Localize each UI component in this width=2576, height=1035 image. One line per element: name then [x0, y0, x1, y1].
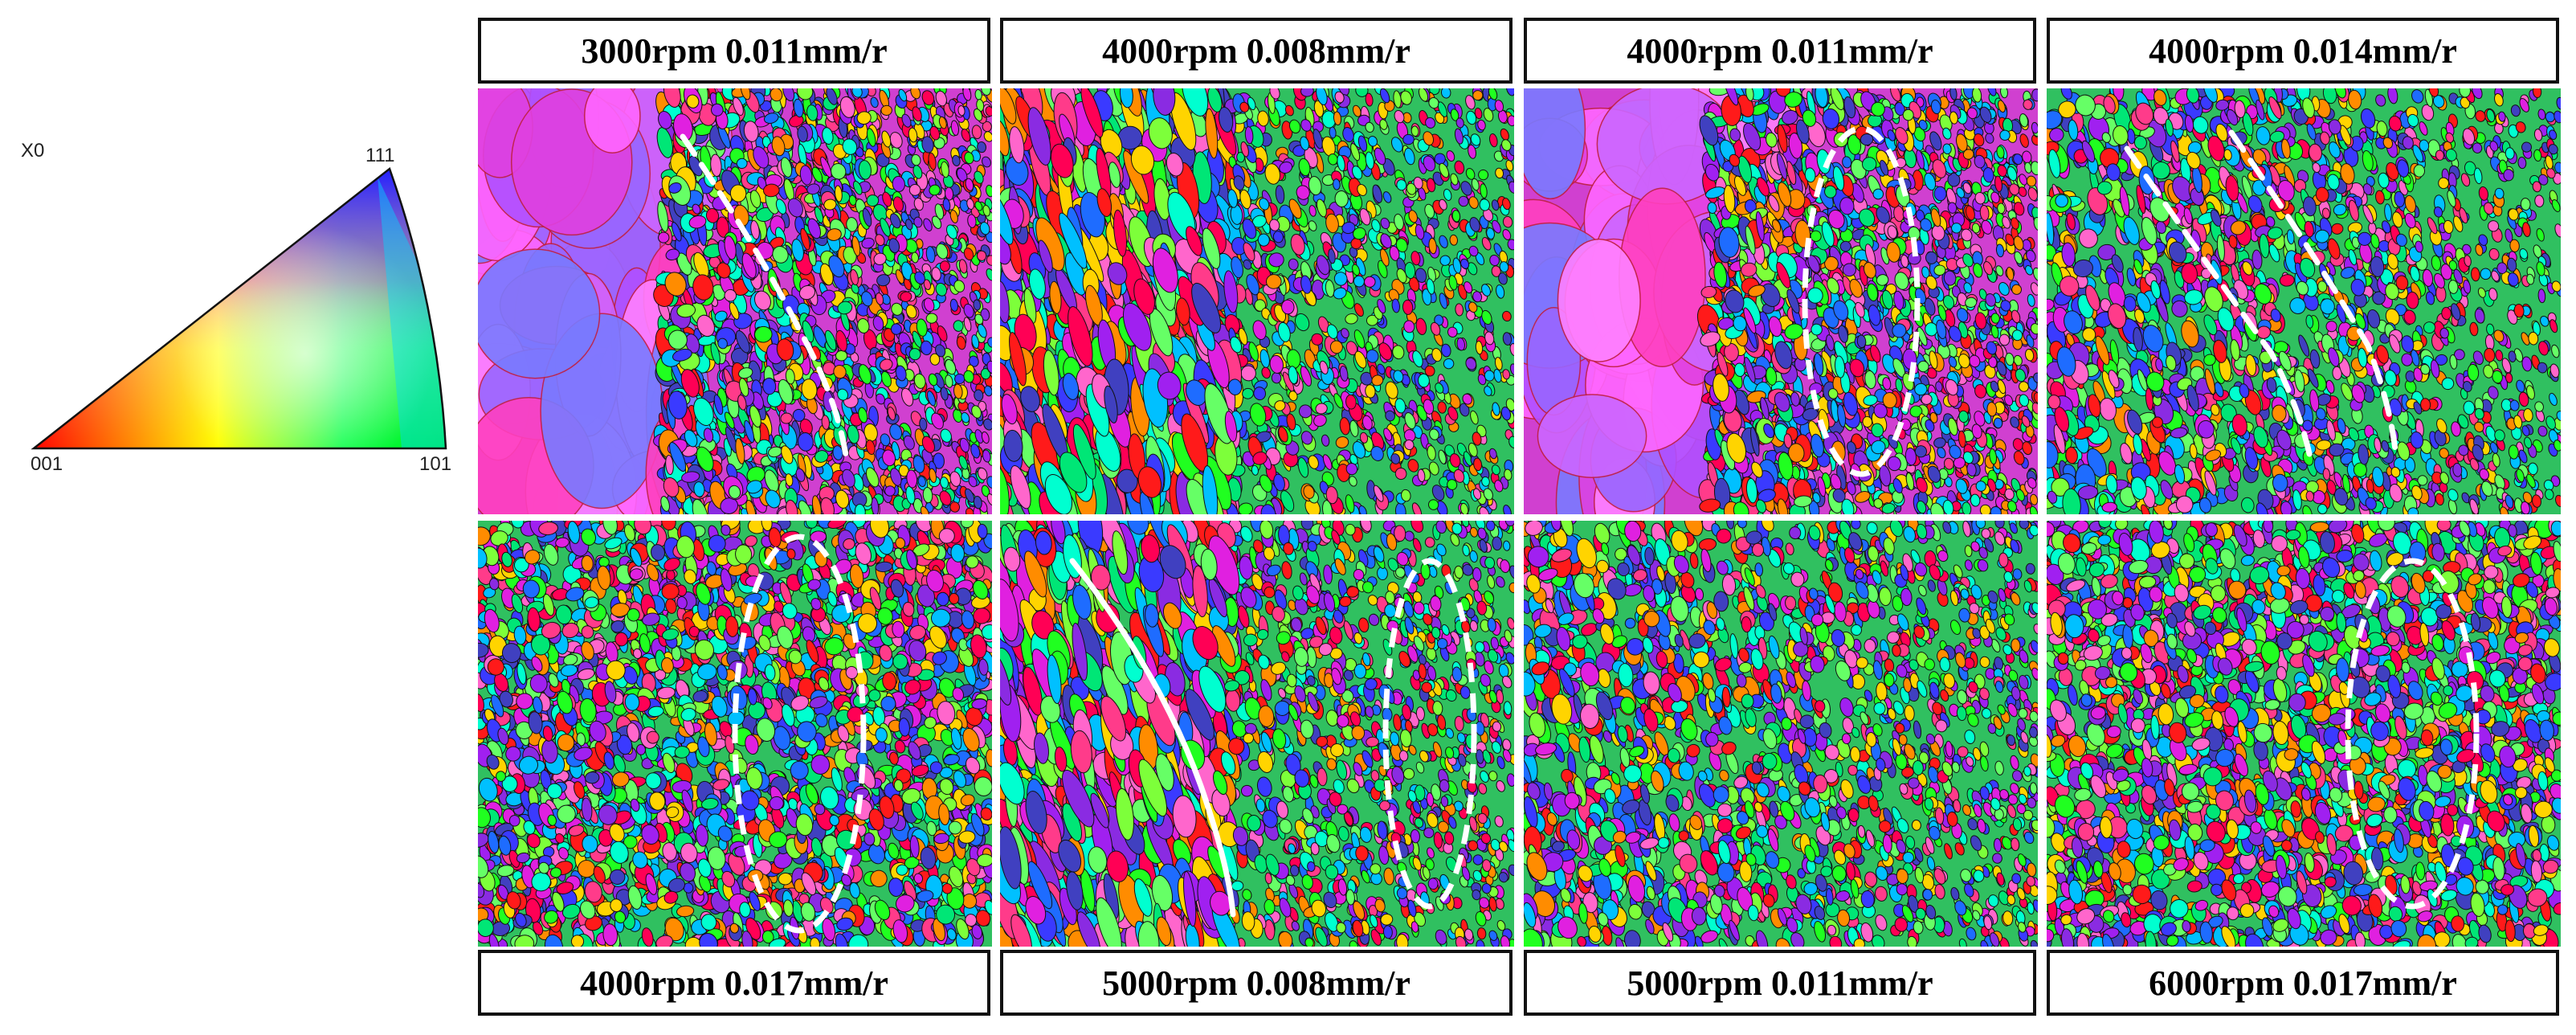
annotation-ellipse	[1802, 125, 1921, 477]
grain-map-svg	[478, 88, 992, 514]
annotation-ellipse	[2345, 558, 2480, 910]
ebsd-map-3	[1524, 88, 2038, 514]
panel-label-6: 5000rpm 0.008mm/r	[1000, 950, 1513, 1016]
panel-label-4: 4000rpm 0.014mm/r	[2047, 18, 2559, 84]
ebsd-map-1	[478, 88, 992, 514]
legend-vertex-111: 111	[365, 145, 395, 166]
panel-label-1: 3000rpm 0.011mm/r	[478, 18, 990, 84]
grain-map-svg	[1524, 88, 2038, 514]
grain-map-svg	[478, 521, 992, 947]
panel-label-3: 4000rpm 0.011mm/r	[1524, 18, 2036, 84]
annotation-mark	[2228, 129, 2399, 461]
legend-axis-label: X0	[21, 140, 45, 162]
ebsd-map-6	[1000, 521, 1514, 947]
panel-label-2: 4000rpm 0.008mm/r	[1000, 18, 1513, 84]
grain-map-svg	[1000, 88, 1514, 514]
ebsd-map-8	[2047, 521, 2561, 947]
grain-map-svg	[1524, 521, 2038, 947]
legend-vertex-001: 001	[31, 453, 63, 475]
annotation-mark	[1069, 558, 1236, 918]
annotation-ellipse	[732, 534, 867, 934]
ipf-triangle-svg	[31, 166, 447, 450]
grain-map-svg	[2047, 88, 2561, 514]
annotation-ellipse	[1382, 558, 1477, 910]
ebsd-map-7	[1524, 521, 2038, 947]
annotation-mark	[2124, 145, 2315, 469]
panel-label-5: 4000rpm 0.017mm/r	[478, 950, 990, 1016]
legend-vertex-101: 101	[419, 453, 452, 475]
panel-label-7: 5000rpm 0.011mm/r	[1524, 950, 2036, 1016]
ebsd-map-4	[2047, 88, 2561, 514]
grain-map-svg	[2047, 521, 2561, 947]
ebsd-map-5	[478, 521, 992, 947]
ipf-color-legend: X0 111 001 101	[0, 0, 466, 514]
panel-label-8: 6000rpm 0.017mm/r	[2047, 950, 2559, 1016]
ebsd-map-2	[1000, 88, 1514, 514]
annotation-mark	[680, 133, 851, 469]
grain-map-svg	[1000, 521, 1514, 947]
